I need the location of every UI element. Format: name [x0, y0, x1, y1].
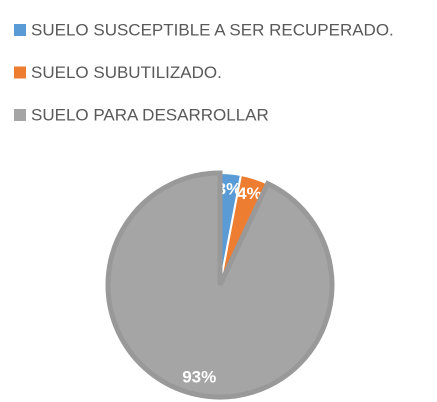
data-label: 3% — [217, 180, 242, 199]
data-label: 4% — [237, 184, 262, 203]
legend-label: SUELO SUBUTILIZADO. — [31, 63, 222, 82]
data-label: 93% — [182, 367, 216, 386]
pie-slice — [105, 170, 335, 400]
legend-label: SUELO SUSCEPTIBLE A SER RECUPERADO. — [31, 20, 394, 39]
legend-swatch — [14, 109, 26, 121]
legend-swatch — [14, 66, 26, 79]
legend-label: SUELO PARA DESARROLLAR — [31, 105, 269, 124]
legend-swatch — [14, 24, 26, 36]
